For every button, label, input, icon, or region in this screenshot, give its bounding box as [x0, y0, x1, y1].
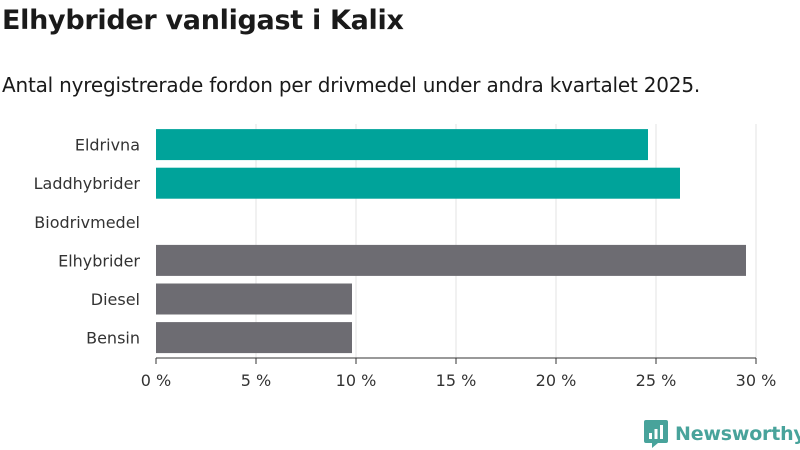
brand-name: Newsworthy: [675, 423, 800, 445]
newsworthy-brand: Newsworthy: [643, 418, 800, 450]
gridlines: [255, 124, 757, 358]
x-tick-label: 20 %: [536, 371, 577, 390]
x-axis: 0 % 5 % 10 % 15 % 20 % 25 % 30 %: [141, 357, 777, 390]
category-label: Diesel: [91, 290, 140, 309]
chart-title: Elhybrider vanligast i Kalix: [2, 5, 404, 36]
category-label: Elhybrider: [58, 251, 140, 270]
category-labels: Eldrivna Laddhybrider Biodrivmedel Elhybrid…: [34, 136, 141, 348]
x-tick-label: 5 %: [241, 371, 271, 390]
x-tick-label: 25 %: [636, 371, 677, 390]
x-tick-label: 0 %: [141, 371, 171, 390]
category-label: Biodrivmedel: [34, 213, 140, 232]
chart-subtitle: Antal nyregistrerade fordon per drivmede…: [2, 73, 701, 97]
bar-diesel: [156, 283, 352, 315]
bars: [156, 129, 746, 354]
category-label: Laddhybrider: [34, 174, 141, 193]
bar-eldrivna: [156, 129, 648, 161]
bar-laddhybrider: [156, 167, 680, 199]
category-label: Bensin: [86, 329, 140, 348]
bar-bensin: [156, 322, 352, 354]
x-tick-label: 10 %: [336, 371, 377, 390]
x-tick-label: 30 %: [736, 371, 777, 390]
newsworthy-logo-icon: [644, 420, 668, 448]
bar-elhybrider: [156, 244, 746, 276]
category-label: Eldrivna: [75, 136, 140, 155]
x-tick-label: 15 %: [436, 371, 477, 390]
